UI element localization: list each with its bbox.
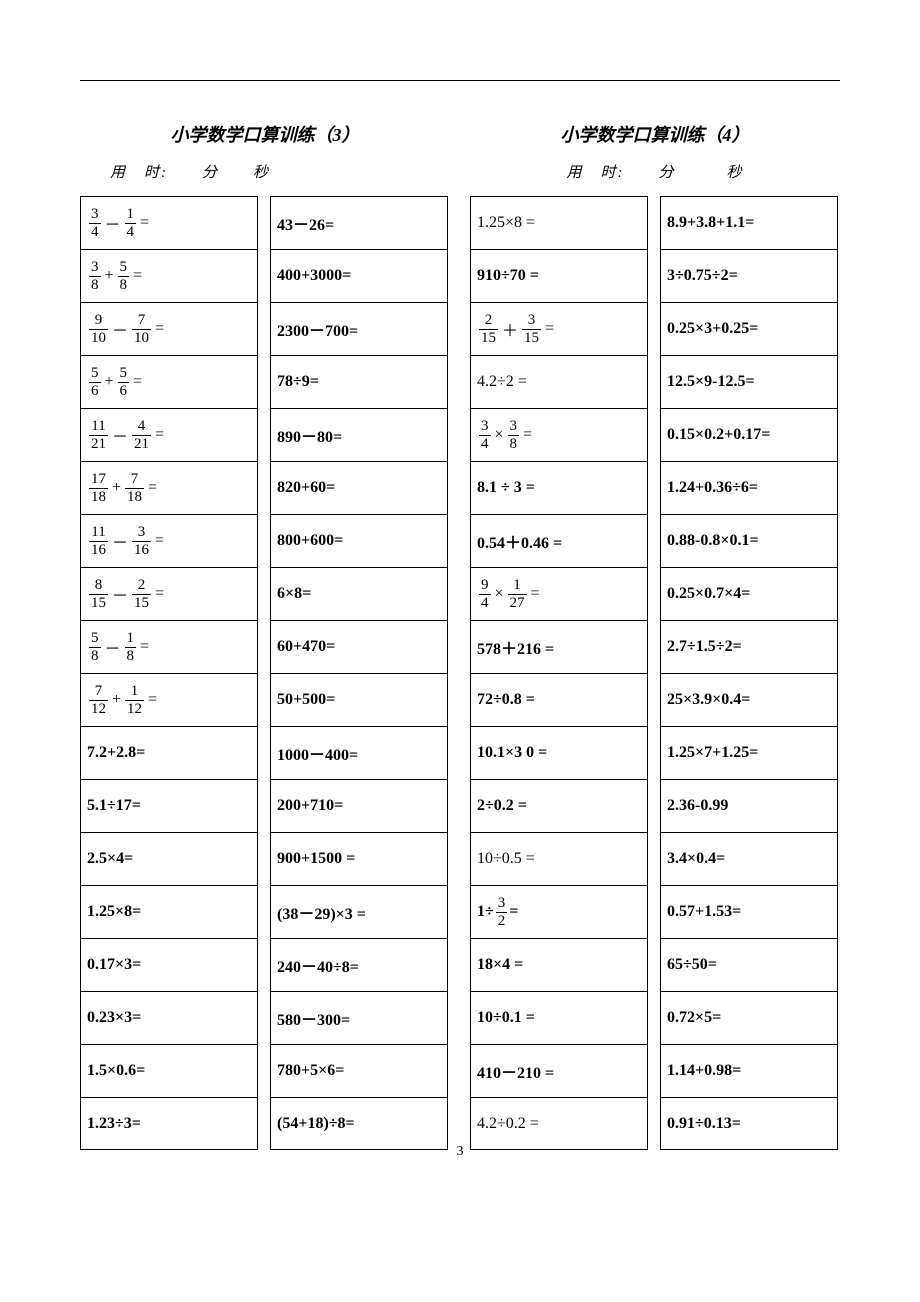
problem-cell: 578＋216 = [470, 620, 648, 673]
problem-cell: 1116－316= [80, 514, 258, 567]
problem-cell: 910－710= [80, 302, 258, 355]
problem-cell: 2.36-0.99 [660, 779, 838, 832]
problem-cell: 25×3.9×0.4= [660, 673, 838, 726]
problem-cell: 410－210 = [470, 1044, 648, 1097]
col-4b: 8.9+3.8+1.1=3÷0.75÷2=0.25×3+0.25=12.5×9-… [660, 196, 838, 1150]
sheet-title: 小学数学口算训练（3） [80, 121, 450, 147]
problem-cell: 1÷32 = [470, 885, 648, 938]
problem-cell: 10÷0.1 = [470, 991, 648, 1044]
worksheet-page: 小学数学口算训练（3） 用 时: 分 秒 34－14=38+58=910－710… [0, 0, 920, 1190]
problem-cell: 712+112= [80, 673, 258, 726]
problem-cell: 34×38= [470, 408, 648, 461]
problem-cell: 50+500= [270, 673, 448, 726]
problem-cell: 800+600= [270, 514, 448, 567]
problem-cell: 3.4×0.4= [660, 832, 838, 885]
problem-cell: 2300－700= [270, 302, 448, 355]
problem-cell: 65÷50= [660, 938, 838, 991]
problem-cell: 78÷9= [270, 355, 448, 408]
col-3a: 34－14=38+58=910－710=56+56=1121－421=1718+… [80, 196, 258, 1150]
problem-cell: 2.5×4= [80, 832, 258, 885]
top-rule [80, 80, 840, 81]
problem-cell: 215＋315 = [470, 302, 648, 355]
problem-cell: 56+56= [80, 355, 258, 408]
problem-cell: 7.2+2.8= [80, 726, 258, 779]
problem-cell: 400+3000= [270, 249, 448, 302]
sheet-4: 小学数学口算训练（4） 用 时: 分 秒 1.25×8 =910÷70 =215… [470, 121, 840, 1150]
problem-cell: 4.2÷2 = [470, 355, 648, 408]
problem-cell: 1.14+0.98= [660, 1044, 838, 1097]
problem-cell: 910÷70 = [470, 249, 648, 302]
problem-cell: 3÷0.75÷2= [660, 249, 838, 302]
problem-cell: 2÷0.2 = [470, 779, 648, 832]
problem-cell: 1000－400= [270, 726, 448, 779]
problem-cell: 5.1÷17= [80, 779, 258, 832]
problem-cell: 1718+718= [80, 461, 258, 514]
problem-cell: 200+710= [270, 779, 448, 832]
sheet-3: 小学数学口算训练（3） 用 时: 分 秒 34－14=38+58=910－710… [80, 121, 450, 1150]
problem-cell: 0.15×0.2+0.17= [660, 408, 838, 461]
problem-cell: 8.9+3.8+1.1= [660, 196, 838, 249]
problem-cell: 8.1 ÷ 3 = [470, 461, 648, 514]
problem-cell: 58－18= [80, 620, 258, 673]
problem-cell: 94×127= [470, 567, 648, 620]
problem-cell: 0.17×3= [80, 938, 258, 991]
sheet-subtitle: 用 时: 分 秒 [80, 161, 450, 182]
problem-cell: 1.25×7+1.25= [660, 726, 838, 779]
grid-4: 1.25×8 =910÷70 =215＋315 =4.2÷2 =34×38=8.… [470, 196, 840, 1150]
page-number: 3 [0, 1144, 920, 1160]
problem-cell: 240－40÷8= [270, 938, 448, 991]
problem-cell: 890－80= [270, 408, 448, 461]
problem-cell: 34－14= [80, 196, 258, 249]
problem-cell: 43－26= [270, 196, 448, 249]
problem-cell: 1.25×8 = [470, 196, 648, 249]
col-4a: 1.25×8 =910÷70 =215＋315 =4.2÷2 =34×38=8.… [470, 196, 648, 1150]
problem-cell: 1.24+0.36÷6= [660, 461, 838, 514]
problem-cell: 0.57+1.53= [660, 885, 838, 938]
problem-cell: (38－29)×3 = [270, 885, 448, 938]
problem-cell: 0.91÷0.13= [660, 1097, 838, 1150]
problem-cell: 815－215= [80, 567, 258, 620]
problem-cell: 2.7÷1.5÷2= [660, 620, 838, 673]
problem-cell: 0.25×0.7×4= [660, 567, 838, 620]
problem-cell: 60+470= [270, 620, 448, 673]
problem-cell: 1.23÷3= [80, 1097, 258, 1150]
problem-cell: 4.2÷0.2 = [470, 1097, 648, 1150]
problem-cell: 0.23×3= [80, 991, 258, 1044]
problem-cell: (54+18)÷8= [270, 1097, 448, 1150]
problem-cell: 18×4 = [470, 938, 648, 991]
problem-cell: 10÷0.5 = [470, 832, 648, 885]
problem-cell: 0.88-0.8×0.1= [660, 514, 838, 567]
grid-3: 34－14=38+58=910－710=56+56=1121－421=1718+… [80, 196, 450, 1150]
problem-cell: 1.5×0.6= [80, 1044, 258, 1097]
problem-cell: 900+1500 = [270, 832, 448, 885]
problem-cell: 820+60= [270, 461, 448, 514]
columns-wrap: 小学数学口算训练（3） 用 时: 分 秒 34－14=38+58=910－710… [80, 121, 840, 1150]
sheet-title: 小学数学口算训练（4） [470, 121, 840, 147]
problem-cell: 12.5×9-12.5= [660, 355, 838, 408]
problem-cell: 0.54＋0.46 = [470, 514, 648, 567]
problem-cell: 10.1×3 0 = [470, 726, 648, 779]
problem-cell: 38+58= [80, 249, 258, 302]
problem-cell: 1121－421= [80, 408, 258, 461]
col-3b: 43－26=400+3000=2300－700=78÷9=890－80=820+… [270, 196, 448, 1150]
problem-cell: 6×8= [270, 567, 448, 620]
problem-cell: 0.72×5= [660, 991, 838, 1044]
problem-cell: 72÷0.8 = [470, 673, 648, 726]
problem-cell: 0.25×3+0.25= [660, 302, 838, 355]
problem-cell: 1.25×8= [80, 885, 258, 938]
problem-cell: 780+5×6= [270, 1044, 448, 1097]
problem-cell: 580－300= [270, 991, 448, 1044]
sheet-subtitle: 用 时: 分 秒 [470, 161, 840, 182]
